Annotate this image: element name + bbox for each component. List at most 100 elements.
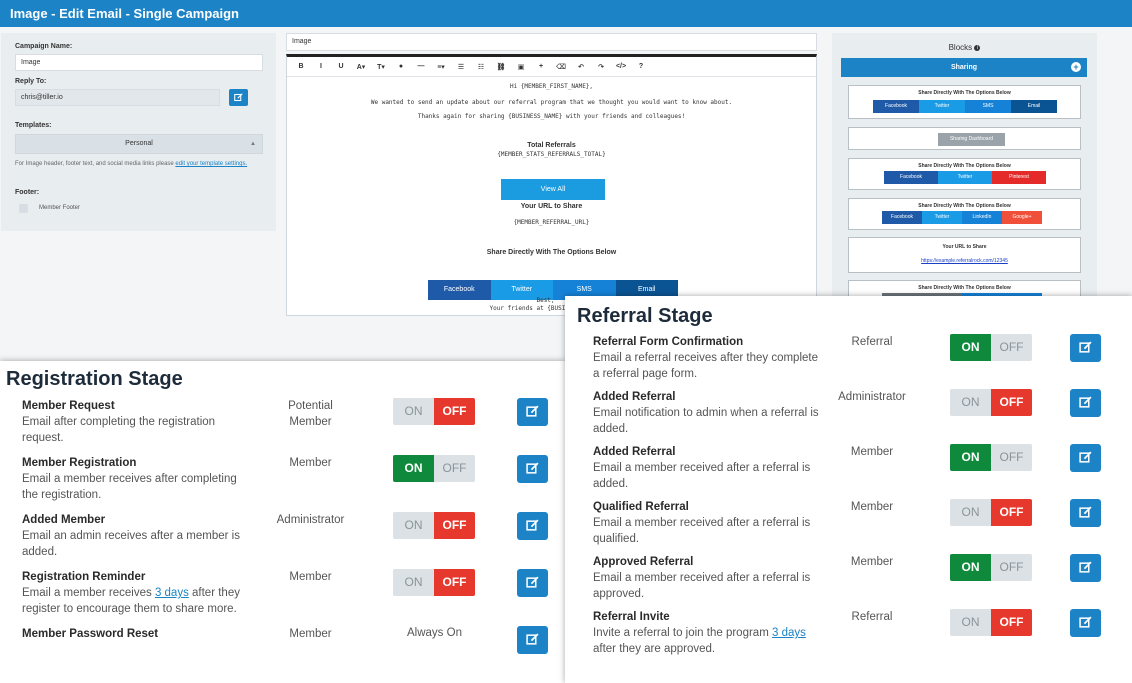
toolbar-button[interactable]: T▾ bbox=[377, 63, 385, 71]
toggle-added-member[interactable]: ON OFF bbox=[393, 512, 475, 539]
toolbar-button[interactable]: ● bbox=[398, 63, 404, 70]
edit-template-settings-link[interactable]: edit your template settings. bbox=[175, 161, 248, 167]
delay-days-link[interactable]: 3 days bbox=[154, 587, 189, 599]
block-buttons: Facebook Twitter LinkedIn Google+ bbox=[882, 211, 1042, 224]
url-title: Your URL to Share bbox=[520, 203, 583, 210]
edit-referral-form-confirmation-button[interactable] bbox=[1070, 334, 1101, 362]
sharing-section-header[interactable]: Sharing + bbox=[841, 58, 1087, 77]
email-item-referral-form-confirmation: Referral Form Confirmation Email a refer… bbox=[593, 334, 823, 382]
toggle-off-option[interactable]: OFF bbox=[434, 455, 475, 482]
toolbar-button[interactable]: ↶ bbox=[578, 63, 584, 71]
toolbar-button[interactable]: ? bbox=[638, 63, 644, 70]
toolbar-button[interactable]: ☰ bbox=[457, 63, 465, 71]
toolbar-button[interactable]: A▾ bbox=[356, 63, 366, 71]
toolbar-button[interactable]: ⛓ bbox=[496, 63, 506, 71]
edit-added-referral-member-button[interactable] bbox=[1070, 444, 1101, 472]
share-button-email[interactable]: Email bbox=[615, 280, 678, 300]
member-footer-checkbox[interactable] bbox=[19, 204, 28, 213]
edit-qualified-referral-button[interactable] bbox=[1070, 499, 1101, 527]
edit-member-password-reset-button[interactable] bbox=[517, 626, 548, 654]
block-share-3[interactable]: Share Directly With The Options Below Fa… bbox=[848, 158, 1081, 190]
total-referrals-title: Total Referrals bbox=[527, 142, 576, 149]
info-icon[interactable]: i bbox=[974, 44, 981, 51]
edit-registration-reminder-button[interactable] bbox=[517, 569, 548, 597]
view-all-button[interactable]: View All bbox=[501, 179, 605, 200]
toggle-on-option[interactable]: ON bbox=[950, 334, 991, 361]
toggle-member-request[interactable]: ON OFF bbox=[393, 398, 475, 425]
toggle-on-option[interactable]: ON bbox=[393, 398, 434, 425]
campaign-name-input[interactable]: Image bbox=[15, 54, 263, 71]
toggle-on-option[interactable]: ON bbox=[950, 389, 991, 416]
toggle-on-option[interactable]: ON bbox=[950, 554, 991, 581]
toggle-off-option[interactable]: OFF bbox=[434, 398, 475, 425]
reply-to-edit-button[interactable] bbox=[229, 89, 248, 106]
toolbar-button[interactable]: ⌫ bbox=[556, 63, 566, 71]
edit-approved-referral-button[interactable] bbox=[1070, 554, 1101, 582]
toggle-on-option[interactable]: ON bbox=[393, 455, 434, 482]
toggle-on-option[interactable]: ON bbox=[950, 499, 991, 526]
toggle-off-option[interactable]: OFF bbox=[991, 499, 1032, 526]
email-body[interactable]: Hi {MEMBER_FIRST_NAME}, We wanted to sen… bbox=[287, 77, 816, 317]
toggle-off-option[interactable]: OFF bbox=[434, 569, 475, 596]
toggle-off-option[interactable]: OFF bbox=[991, 444, 1032, 471]
email-item-added-referral-admin: Added Referral Email notification to adm… bbox=[593, 389, 823, 437]
edit-member-request-button[interactable] bbox=[517, 398, 548, 426]
toolbar-button[interactable]: I bbox=[320, 63, 322, 70]
blocks-title-text: Blocks bbox=[948, 43, 973, 52]
template-select[interactable]: Personal ▲ bbox=[15, 134, 263, 154]
toolbar-button[interactable]: </> bbox=[615, 63, 627, 70]
referral-stage-title: Referral Stage bbox=[577, 305, 713, 327]
email-item-name: Added Referral bbox=[593, 391, 676, 403]
email-item-description: Email a member received after a referral… bbox=[593, 572, 811, 600]
email-item-description: Email a member received after a referral… bbox=[593, 462, 811, 490]
reply-to-input[interactable]: chris@tiller.io bbox=[15, 89, 220, 106]
toggle-off-option[interactable]: OFF bbox=[434, 512, 475, 539]
plus-icon[interactable]: + bbox=[1071, 62, 1081, 72]
edit-referral-invite-button[interactable] bbox=[1070, 609, 1101, 637]
share-button-facebook[interactable]: Facebook bbox=[428, 280, 491, 300]
block-sharing-dashboard[interactable]: Sharing Dashboard bbox=[848, 127, 1081, 150]
toggle-qualified-referral[interactable]: ON OFF bbox=[950, 499, 1032, 526]
toggle-off-option[interactable]: OFF bbox=[991, 609, 1032, 636]
edit-member-registration-button[interactable] bbox=[517, 455, 548, 483]
toolbar-button[interactable]: ▣ bbox=[517, 63, 525, 71]
delay-days-link[interactable]: 3 days bbox=[771, 627, 806, 639]
toggle-member-registration[interactable]: ON OFF bbox=[393, 455, 475, 482]
email-subject-input[interactable]: Image bbox=[286, 33, 817, 51]
toolbar-button[interactable]: ≡▾ bbox=[437, 63, 445, 71]
toggle-on-option[interactable]: ON bbox=[950, 444, 991, 471]
toggle-added-referral-admin[interactable]: ON OFF bbox=[950, 389, 1032, 416]
email-item-member-password-reset: Member Password Reset bbox=[22, 626, 252, 642]
toggle-on-option[interactable]: ON bbox=[393, 512, 434, 539]
toolbar-button[interactable]: + bbox=[538, 63, 544, 70]
share-button-twitter[interactable]: Twitter bbox=[490, 280, 553, 300]
toggle-referral-form-confirmation[interactable]: ON OFF bbox=[950, 334, 1032, 361]
share-button-sms[interactable]: SMS bbox=[553, 280, 616, 300]
toolbar-button[interactable]: — bbox=[417, 63, 425, 70]
recipient-label: Member bbox=[850, 501, 894, 513]
toggle-on-option[interactable]: ON bbox=[393, 569, 434, 596]
toggle-referral-invite[interactable]: ON OFF bbox=[950, 609, 1032, 636]
toolbar-button[interactable]: B bbox=[298, 63, 304, 70]
toggle-off-option[interactable]: OFF bbox=[991, 554, 1032, 581]
block-share-4[interactable]: Share Directly With The Options Below Fa… bbox=[848, 85, 1081, 119]
block-url[interactable]: Your URL to Share https://example.referr… bbox=[848, 237, 1081, 273]
toggle-on-option[interactable]: ON bbox=[950, 609, 991, 636]
block-share-4b[interactable]: Share Directly With The Options Below Fa… bbox=[848, 198, 1081, 230]
recipient-label: Member bbox=[850, 446, 894, 458]
edit-added-referral-admin-button[interactable] bbox=[1070, 389, 1101, 417]
toolbar-button[interactable]: ☷ bbox=[477, 63, 485, 71]
toggle-added-referral-member[interactable]: ON OFF bbox=[950, 444, 1032, 471]
block-button: Facebook bbox=[884, 171, 938, 184]
block-title: Your URL to Share bbox=[942, 244, 987, 250]
description-text: Email a member receives bbox=[22, 587, 155, 599]
email-greeting: Hi {MEMBER_FIRST_NAME}, bbox=[509, 83, 594, 90]
toggle-off-option[interactable]: OFF bbox=[991, 334, 1032, 361]
edit-icon bbox=[526, 405, 539, 417]
toggle-approved-referral[interactable]: ON OFF bbox=[950, 554, 1032, 581]
edit-added-member-button[interactable] bbox=[517, 512, 548, 540]
toolbar-button[interactable]: U bbox=[338, 63, 344, 70]
toggle-off-option[interactable]: OFF bbox=[991, 389, 1032, 416]
toolbar-button[interactable]: ↷ bbox=[598, 63, 604, 71]
toggle-registration-reminder[interactable]: ON OFF bbox=[393, 569, 475, 596]
